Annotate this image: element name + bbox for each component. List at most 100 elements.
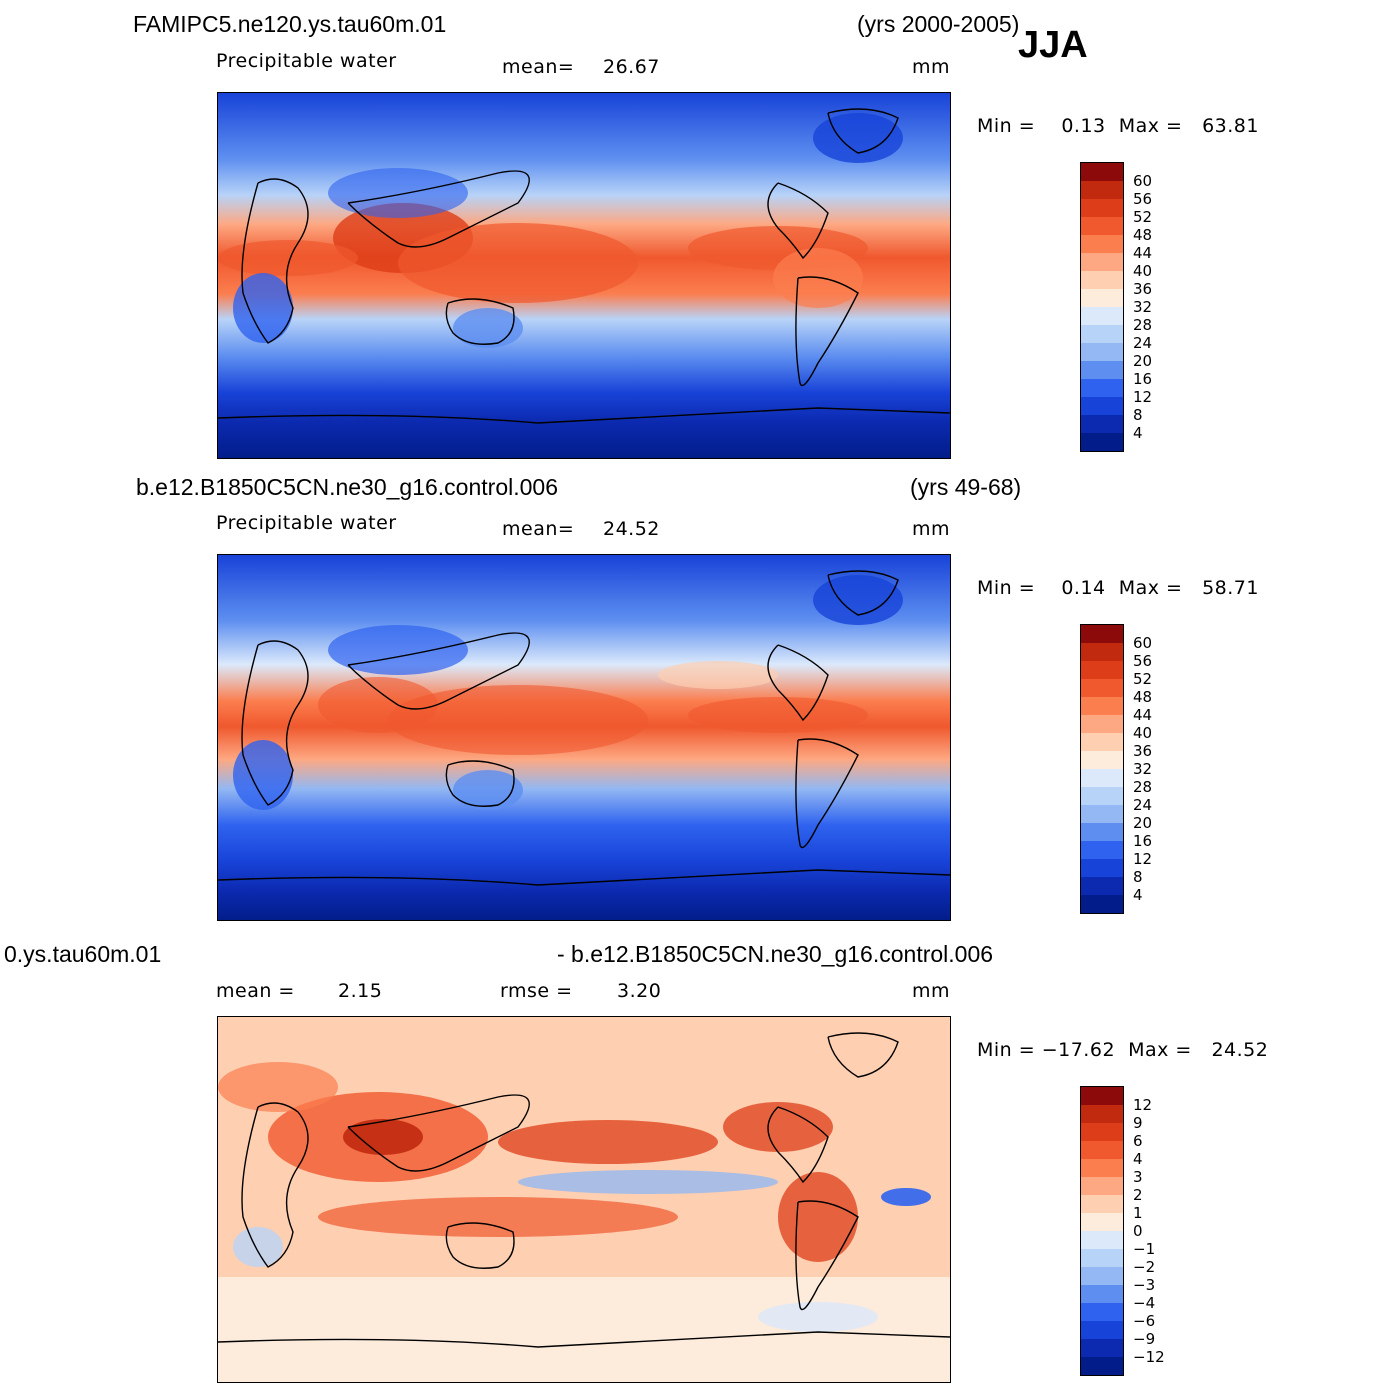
- bottom-rmse-value: 3.20: [617, 980, 662, 1002]
- middle-colorbar-swatch: [1081, 715, 1123, 733]
- middle-cbar-label: 32: [1133, 760, 1153, 778]
- top-map-field: [218, 93, 950, 458]
- middle-colorbar-swatch: [1081, 679, 1123, 697]
- top-cbar-label: 44: [1133, 244, 1153, 262]
- top-cbar-label: 20: [1133, 352, 1153, 370]
- middle-colorbar-swatch: [1081, 643, 1123, 661]
- bottom-map-field: [218, 1017, 950, 1382]
- top-colorbar-swatch: [1081, 397, 1123, 415]
- middle-cbar-label: 40: [1133, 724, 1153, 742]
- middle-colorbar-swatch: [1081, 625, 1123, 643]
- bottom-case-title-left: 0.ys.tau60m.01: [4, 941, 162, 967]
- top-case-title: FAMIPC5.ne120.ys.tau60m.01: [133, 11, 447, 37]
- top-cbar-label: 48: [1133, 226, 1153, 244]
- bottom-colorbar-swatch: [1081, 1285, 1123, 1303]
- middle-cbar-label: 8: [1133, 868, 1143, 886]
- top-coastlines: [218, 108, 950, 424]
- top-colorbar-swatch: [1081, 163, 1123, 181]
- top-mean-label: mean=: [502, 56, 575, 78]
- middle-cbar-label: 4: [1133, 886, 1143, 904]
- top-cbar-label: 24: [1133, 334, 1153, 352]
- middle-cbar-label: 44: [1133, 706, 1153, 724]
- bottom-mean-value: 2.15: [338, 980, 383, 1002]
- top-cbar-label: 32: [1133, 298, 1153, 316]
- middle-colorbar-swatch: [1081, 661, 1123, 679]
- top-colorbar-swatch: [1081, 289, 1123, 307]
- middle-colorbar-swatch: [1081, 769, 1123, 787]
- bottom-minmax: Min = −17.62 Max = 24.52: [977, 1039, 1269, 1061]
- top-cbar-label: 40: [1133, 262, 1153, 280]
- top-cbar-label: 28: [1133, 316, 1153, 334]
- bottom-colorbar-swatch: [1081, 1105, 1123, 1123]
- top-colorbar-swatch: [1081, 307, 1123, 325]
- middle-cbar-label: 52: [1133, 670, 1153, 688]
- middle-colorbar-swatch: [1081, 751, 1123, 769]
- top-colorbar-swatch: [1081, 253, 1123, 271]
- top-colorbar: [1080, 162, 1124, 452]
- middle-cbar-label: 28: [1133, 778, 1153, 796]
- middle-colorbar-swatch: [1081, 805, 1123, 823]
- top-minmax: Min = 0.13 Max = 63.81: [977, 115, 1259, 137]
- bottom-cbar-label: 1: [1133, 1204, 1143, 1222]
- top-years: (yrs 2000-2005): [857, 11, 1020, 37]
- middle-cbar-label: 48: [1133, 688, 1153, 706]
- middle-cbar-label: 12: [1133, 850, 1153, 868]
- middle-colorbar-swatch: [1081, 733, 1123, 751]
- bottom-cbar-label: −12: [1133, 1348, 1165, 1366]
- top-colorbar-swatch: [1081, 181, 1123, 199]
- middle-mean-label: mean=: [502, 518, 575, 540]
- top-colorbar-swatch: [1081, 217, 1123, 235]
- bottom-colorbar-swatch: [1081, 1087, 1123, 1105]
- middle-colorbar: [1080, 624, 1124, 914]
- middle-colorbar-swatch: [1081, 697, 1123, 715]
- bottom-cbar-label: 0: [1133, 1222, 1143, 1240]
- bottom-colorbar-swatch: [1081, 1267, 1123, 1285]
- middle-colorbar-swatch: [1081, 859, 1123, 877]
- bottom-colorbar-swatch: [1081, 1159, 1123, 1177]
- top-cbar-label: 56: [1133, 190, 1153, 208]
- top-colorbar-swatch: [1081, 199, 1123, 217]
- bottom-cbar-label: −1: [1133, 1240, 1156, 1258]
- top-colorbar-swatch: [1081, 325, 1123, 343]
- middle-cbar-label: 60: [1133, 634, 1153, 652]
- middle-cbar-label: 36: [1133, 742, 1153, 760]
- middle-colorbar-swatch: [1081, 823, 1123, 841]
- top-cbar-label: 60: [1133, 172, 1153, 190]
- middle-variable: Precipitable water: [216, 512, 397, 534]
- top-colorbar-swatch: [1081, 379, 1123, 397]
- middle-map-field: [218, 555, 950, 920]
- top-cbar-label: 16: [1133, 370, 1153, 388]
- middle-case-title: b.e12.B1850C5CN.ne30_g16.control.006: [136, 474, 558, 500]
- top-colorbar-swatch: [1081, 271, 1123, 289]
- bottom-colorbar-swatch: [1081, 1357, 1123, 1375]
- middle-years: (yrs 49-68): [910, 474, 1022, 500]
- bottom-units: mm: [912, 980, 951, 1002]
- middle-colorbar-swatch: [1081, 841, 1123, 859]
- bottom-cbar-label: 2: [1133, 1186, 1143, 1204]
- top-cbar-label: 52: [1133, 208, 1153, 226]
- middle-coastlines: [218, 570, 950, 886]
- middle-cbar-label: 56: [1133, 652, 1153, 670]
- middle-colorbar-swatch: [1081, 877, 1123, 895]
- bottom-mean-label: mean =: [216, 980, 295, 1002]
- middle-minmax: Min = 0.14 Max = 58.71: [977, 577, 1259, 599]
- top-colorbar-swatch: [1081, 361, 1123, 379]
- top-colorbar-swatch: [1081, 235, 1123, 253]
- bottom-cbar-label: 3: [1133, 1168, 1143, 1186]
- top-cbar-label: 36: [1133, 280, 1153, 298]
- bottom-cbar-label: −6: [1133, 1312, 1156, 1330]
- bottom-colorbar-swatch: [1081, 1123, 1123, 1141]
- bottom-cbar-label: −9: [1133, 1330, 1156, 1348]
- top-precipitable-water-map: [217, 92, 951, 459]
- middle-colorbar-swatch: [1081, 895, 1123, 913]
- bottom-colorbar-swatch: [1081, 1303, 1123, 1321]
- top-cbar-label: 4: [1133, 424, 1143, 442]
- bottom-colorbar: [1080, 1086, 1124, 1376]
- bottom-colorbar-swatch: [1081, 1249, 1123, 1267]
- bottom-colorbar-swatch: [1081, 1195, 1123, 1213]
- bottom-cbar-label: 4: [1133, 1150, 1143, 1168]
- bottom-cbar-label: 12: [1133, 1096, 1153, 1114]
- bottom-cbar-label: 9: [1133, 1114, 1143, 1132]
- middle-precipitable-water-map: [217, 554, 951, 921]
- bottom-cbar-label: 6: [1133, 1132, 1143, 1150]
